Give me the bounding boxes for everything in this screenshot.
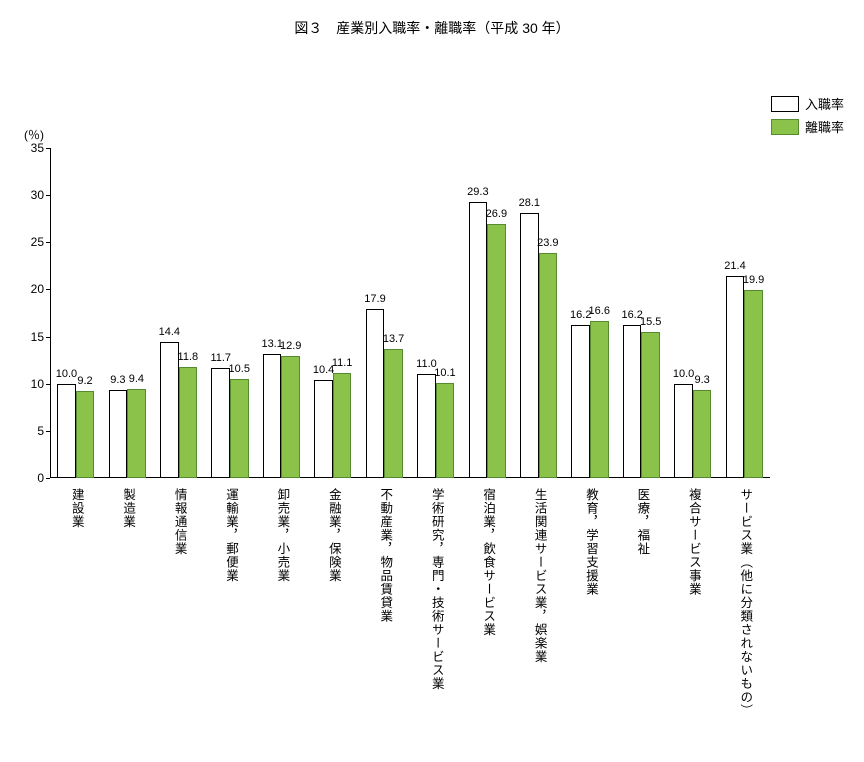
bar-hiring: [366, 309, 385, 478]
bar-hiring: [417, 374, 436, 478]
bar-value-label: 15.5: [640, 316, 661, 328]
x-category-label: サービス業（他に分類されないもの）: [736, 488, 755, 718]
bar-hiring: [623, 325, 642, 478]
y-tick-mark: [46, 289, 50, 290]
bar-hiring: [520, 213, 539, 478]
bar-value-label: 23.9: [537, 237, 558, 249]
bar-value-label: 11.8: [178, 351, 199, 363]
bar-turnover: [127, 389, 146, 478]
bar-value-label: 9.4: [129, 373, 144, 385]
x-category-label: 学術研究，専門・技術サービス業: [428, 488, 447, 691]
y-tick-label: 30: [22, 188, 44, 202]
x-category-label: 生活関連サービス業，娯楽業: [531, 488, 550, 664]
x-category-label: 医療，福祉: [633, 488, 652, 556]
bar-value-label: 19.9: [743, 274, 764, 286]
y-tick-mark: [46, 195, 50, 196]
y-tick-label: 10: [22, 377, 44, 391]
bar-turnover: [436, 383, 455, 478]
x-category-label: 不動産業，物品賃貸業: [376, 488, 395, 623]
bar-hiring: [571, 325, 590, 478]
bar-turnover: [539, 253, 558, 478]
legend-item-turnover: 離職率: [771, 117, 844, 136]
legend: 入職率 離職率: [771, 94, 844, 140]
y-tick-mark: [46, 478, 50, 479]
y-tick-label: 15: [22, 330, 44, 344]
bar-turnover: [179, 367, 198, 478]
bar-hiring: [726, 276, 745, 478]
x-category-label: 建設業: [68, 488, 87, 529]
bar-hiring: [314, 380, 333, 478]
bar-value-label: 10.1: [434, 367, 455, 379]
legend-swatch-hiring: [771, 96, 799, 112]
bar-value-label: 10.5: [229, 363, 250, 375]
bar-turnover: [281, 356, 300, 478]
x-category-label: 金融業，保険業: [325, 488, 344, 583]
x-category-label: 製造業: [119, 488, 138, 529]
bar-value-label: 9.3: [694, 374, 709, 386]
bar-value-label: 9.3: [110, 374, 125, 386]
bar-turnover: [487, 224, 506, 478]
y-tick-label: 0: [22, 471, 44, 485]
bar-hiring: [109, 390, 128, 478]
bar-value-label: 13.7: [383, 333, 404, 345]
y-tick-mark: [46, 431, 50, 432]
y-tick-label: 35: [22, 141, 44, 155]
bar-hiring: [57, 384, 76, 478]
legend-item-hiring: 入職率: [771, 94, 844, 113]
bar-turnover: [384, 349, 403, 478]
bar-value-label: 17.9: [364, 293, 385, 305]
x-category-label: 卸売業，小売業: [273, 488, 292, 583]
bar-turnover: [76, 391, 95, 478]
bar-turnover: [590, 321, 609, 478]
bar-value-label: 10.0: [56, 368, 77, 380]
legend-label-turnover: 離職率: [805, 117, 844, 136]
y-tick-mark: [46, 242, 50, 243]
x-category-label: 宿泊業，飲食サービス業: [479, 488, 498, 637]
y-tick-label: 20: [22, 282, 44, 296]
bar-turnover: [744, 290, 763, 478]
x-axis: [50, 477, 770, 478]
bar-value-label: 28.1: [519, 197, 540, 209]
bar-value-label: 11.1: [332, 357, 353, 369]
y-tick-label: 25: [22, 235, 44, 249]
bar-hiring: [211, 368, 230, 478]
plot-region: [50, 148, 770, 478]
bar-value-label: 9.2: [77, 375, 92, 387]
y-tick-mark: [46, 384, 50, 385]
bar-value-label: 12.9: [280, 340, 301, 352]
legend-swatch-turnover: [771, 119, 799, 135]
bar-hiring: [263, 354, 282, 478]
bar-value-label: 21.4: [724, 260, 745, 272]
bar-value-label: 29.3: [467, 186, 488, 198]
legend-label-hiring: 入職率: [805, 94, 844, 113]
y-tick-mark: [46, 148, 50, 149]
bar-turnover: [641, 332, 660, 478]
y-tick-label: 5: [22, 424, 44, 438]
bar-value-label: 16.6: [589, 305, 610, 317]
bar-value-label: 10.0: [673, 368, 694, 380]
bar-turnover: [693, 390, 712, 478]
bar-value-label: 26.9: [486, 208, 507, 220]
x-category-label: 運輸業，郵便業: [222, 488, 241, 583]
bar-value-label: 14.4: [159, 326, 180, 338]
y-tick-mark: [46, 337, 50, 338]
x-category-label: 情報通信業: [171, 488, 190, 556]
bar-hiring: [160, 342, 179, 478]
chart-title: 図３ 産業別入職率・離職率（平成 30 年）: [0, 18, 864, 38]
bar-hiring: [469, 202, 488, 478]
chart-area: 図３ 産業別入職率・離職率（平成 30 年） 入職率 離職率 (％) 05101…: [0, 0, 864, 762]
bar-hiring: [674, 384, 693, 478]
x-category-label: 複合サービス事業: [685, 488, 704, 596]
bar-value-label: 11.7: [210, 352, 231, 364]
x-category-label: 教育，学習支援業: [582, 488, 601, 596]
y-axis: [50, 148, 51, 478]
bar-turnover: [230, 379, 249, 478]
bar-turnover: [333, 373, 352, 478]
